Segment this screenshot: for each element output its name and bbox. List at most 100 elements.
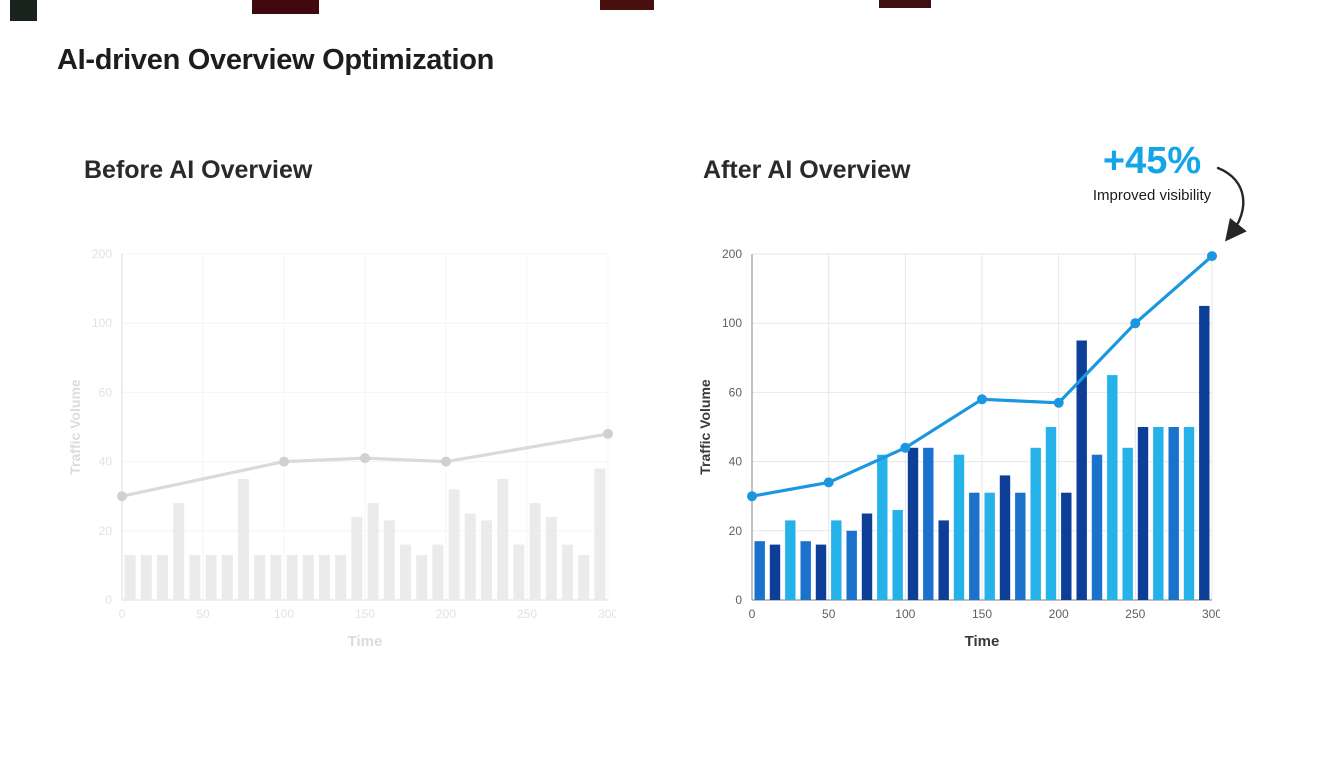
x-tick-label: 150	[355, 607, 375, 621]
y-tick-label: 100	[92, 316, 112, 330]
traffic-bar	[785, 520, 796, 600]
traffic-bar	[319, 555, 330, 600]
x-tick-label: 0	[119, 607, 126, 621]
traffic-bar	[416, 555, 428, 600]
traffic-bar	[999, 475, 1011, 600]
y-tick-label: 100	[722, 316, 742, 330]
traffic-bar	[1199, 305, 1210, 600]
y-tick-label: 20	[729, 524, 743, 538]
trend-point	[360, 453, 370, 464]
y-tick-label: 20	[99, 524, 113, 538]
traffic-bar	[140, 555, 152, 600]
traffic-bar	[254, 555, 266, 600]
top-edge-artifact	[252, 0, 319, 14]
traffic-bar	[189, 555, 201, 600]
trend-point	[747, 491, 757, 502]
y-tick-label: 0	[735, 593, 742, 607]
x-tick-label: 300	[598, 607, 616, 621]
traffic-bar	[513, 544, 525, 600]
traffic-bar	[562, 544, 573, 600]
traffic-bar	[205, 555, 217, 600]
trend-point	[603, 428, 613, 439]
traffic-bar	[157, 555, 168, 600]
y-tick-label: 200	[92, 247, 112, 261]
traffic-bar	[800, 541, 811, 600]
traffic-bar	[769, 544, 781, 600]
traffic-bar	[124, 555, 136, 600]
traffic-bar	[754, 541, 765, 600]
x-tick-label: 50	[196, 607, 210, 621]
traffic-bar	[481, 520, 492, 600]
traffic-bar	[594, 468, 606, 600]
after-chart-heading: After AI Overview	[703, 156, 911, 184]
traffic-bar	[545, 517, 557, 600]
traffic-bar	[1045, 427, 1057, 600]
x-tick-label: 150	[972, 607, 992, 621]
trend-point	[117, 491, 127, 502]
traffic-bar	[1061, 492, 1072, 600]
traffic-bar	[984, 492, 995, 600]
y-tick-label: 200	[722, 247, 742, 261]
traffic-bar	[286, 555, 298, 600]
traffic-bar	[335, 555, 347, 600]
traffic-bar	[529, 503, 541, 600]
traffic-bar	[1153, 427, 1164, 600]
trend-point	[1207, 251, 1217, 262]
top-edge-artifact	[10, 0, 37, 21]
x-tick-label: 250	[517, 607, 537, 621]
traffic-bar	[969, 492, 980, 600]
x-tick-label: 200	[1049, 607, 1069, 621]
y-tick-label: 40	[99, 455, 113, 469]
traffic-bar	[448, 489, 460, 600]
traffic-bar	[1030, 447, 1041, 600]
trend-point	[977, 394, 987, 405]
traffic-bar	[432, 544, 444, 600]
traffic-bar	[953, 454, 965, 600]
y-axis-title: Traffic Volume	[67, 379, 83, 475]
traffic-bar	[221, 555, 233, 600]
traffic-bar	[383, 520, 395, 600]
traffic-bar	[1122, 447, 1133, 600]
traffic-bar	[907, 447, 919, 600]
y-tick-label: 40	[729, 455, 743, 469]
traffic-bar	[923, 447, 934, 600]
trend-point	[823, 477, 834, 488]
traffic-bar	[892, 510, 903, 600]
traffic-bar	[938, 520, 949, 600]
traffic-bar	[861, 513, 873, 600]
traffic-bar	[400, 544, 411, 600]
traffic-bar	[1183, 427, 1195, 600]
x-tick-label: 100	[274, 607, 294, 621]
y-tick-label: 60	[729, 385, 743, 399]
traffic-bar	[1107, 375, 1118, 600]
traffic-bar	[846, 530, 857, 600]
traffic-bar	[1137, 427, 1149, 600]
traffic-bar	[238, 478, 249, 600]
trend-point	[900, 442, 911, 453]
improvement-value: +45%	[1102, 140, 1202, 182]
trend-point	[441, 456, 451, 467]
y-tick-label: 0	[105, 593, 112, 607]
after-chart: 0 20 40 60 100 200 0 50 100 150 200 250 300 Time Traff…	[697, 247, 1220, 650]
traffic-bar	[1076, 340, 1087, 600]
traffic-bar	[302, 555, 314, 600]
before-chart: 0 20 40 60 100 200 0 50 100 150 200 250 300 Time Traff…	[67, 247, 616, 650]
before-chart-heading: Before AI Overview	[84, 156, 313, 184]
x-tick-label: 100	[895, 607, 915, 621]
traffic-bar	[497, 478, 509, 600]
y-tick-label: 60	[99, 385, 113, 399]
traffic-bar	[877, 454, 888, 600]
traffic-bar	[173, 503, 185, 600]
traffic-bar	[270, 555, 282, 600]
x-tick-label: 250	[1125, 607, 1145, 621]
x-tick-label: 200	[436, 607, 456, 621]
trend-point	[279, 456, 289, 467]
traffic-bar	[464, 513, 476, 600]
y-axis-title: Traffic Volume	[697, 379, 713, 475]
page-title: AI-driven Overview Optimization	[57, 44, 495, 76]
x-tick-label: 50	[822, 607, 836, 621]
traffic-bar	[1015, 492, 1026, 600]
x-tick-label: 300	[1202, 607, 1220, 621]
curved-arrow-icon	[1216, 166, 1247, 242]
traffic-bar	[578, 555, 590, 600]
